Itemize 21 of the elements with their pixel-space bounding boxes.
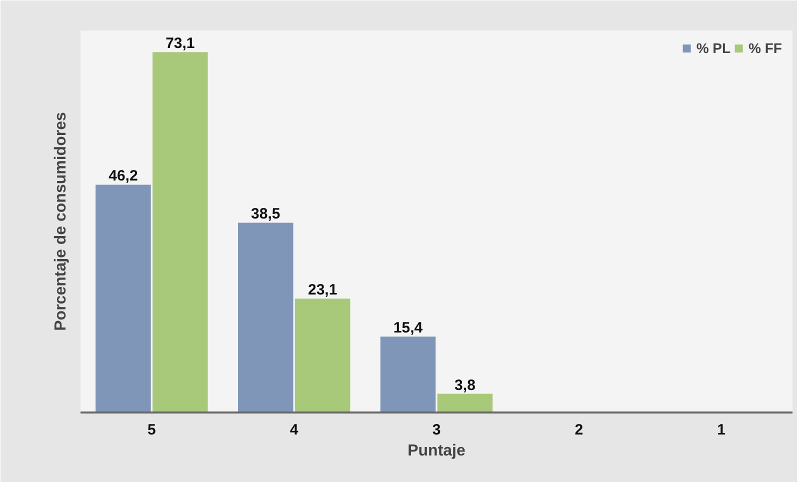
data-label: 23,1 bbox=[308, 282, 338, 299]
data-label: 73,1 bbox=[166, 35, 195, 52]
legend-label: % PL bbox=[696, 40, 731, 56]
x-tick-label: 5 bbox=[148, 422, 156, 438]
y-axis-title: Porcentaje de consumidores bbox=[52, 112, 70, 331]
x-tick-label: 3 bbox=[432, 422, 441, 438]
bar bbox=[380, 336, 436, 412]
legend-label: % FF bbox=[748, 40, 782, 56]
x-tick-label: 1 bbox=[717, 422, 726, 438]
data-label: 15,4 bbox=[393, 320, 424, 337]
bar bbox=[96, 184, 151, 412]
data-label: 3,8 bbox=[454, 376, 476, 394]
x-tick-label: 4 bbox=[290, 422, 299, 438]
x-tick-label: 2 bbox=[574, 422, 584, 438]
data-label: 46,2 bbox=[108, 168, 138, 185]
bar bbox=[294, 298, 350, 412]
bar bbox=[437, 394, 493, 412]
data-label: 38,5 bbox=[251, 206, 280, 223]
bar bbox=[152, 52, 208, 412]
bar bbox=[238, 222, 294, 412]
x-axis-title: Puntaje bbox=[408, 442, 466, 460]
